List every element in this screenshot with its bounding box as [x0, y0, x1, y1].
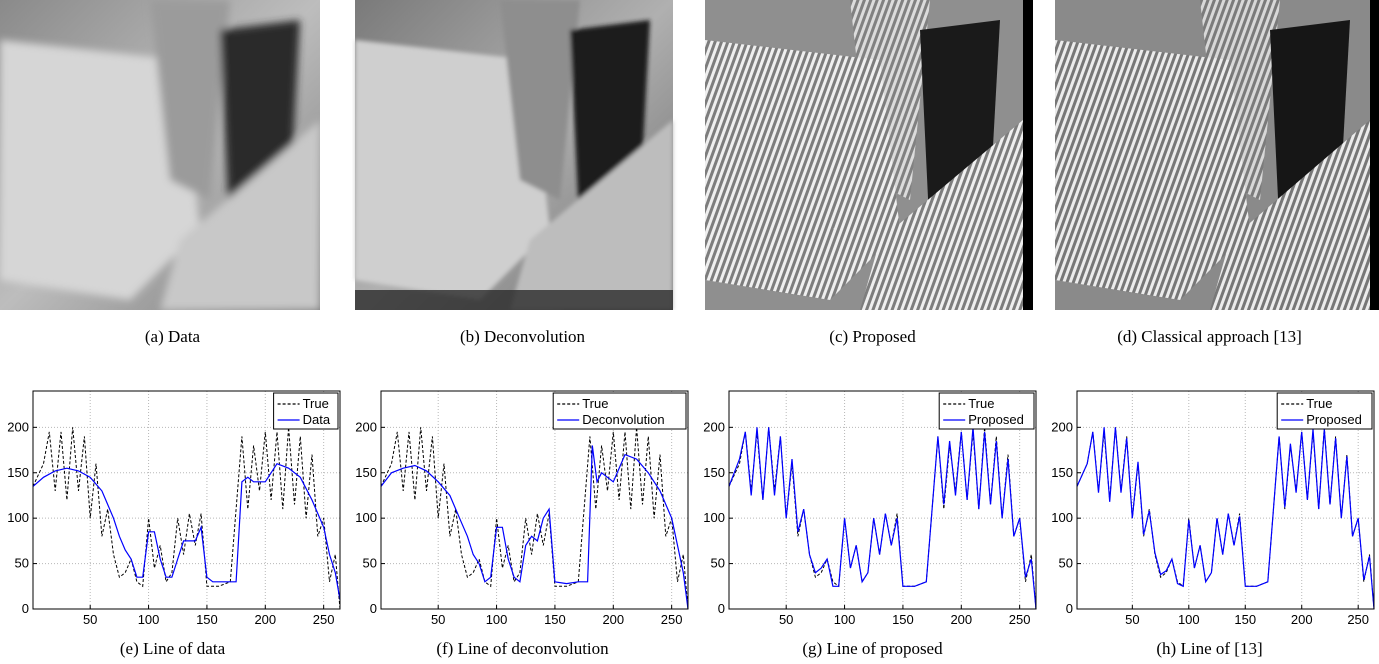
- y-tick-label: 50: [15, 556, 29, 571]
- x-tick-label: 200: [602, 612, 624, 627]
- caption-f: (f) Line of deconvolution: [436, 639, 609, 658]
- y-tick-label: 150: [355, 465, 377, 480]
- image-classical-approach: [1050, 0, 1379, 310]
- x-tick-label: 200: [254, 612, 276, 627]
- image-deconvolution: [350, 0, 695, 310]
- series-line-deconvolution: [380, 445, 689, 610]
- x-tick-label: 150: [196, 612, 218, 627]
- legend-box: [938, 392, 1035, 430]
- y-tick-label: 100: [7, 510, 29, 525]
- x-tick-label: 150: [892, 612, 914, 627]
- x-tick-label: 200: [1291, 612, 1313, 627]
- caption-c: (c) Proposed: [829, 327, 916, 346]
- caption-b: (b) Deconvolution: [459, 327, 586, 346]
- caption-e: (e) Line of data: [119, 639, 226, 658]
- y-tick-label: 100: [355, 510, 377, 525]
- x-tick-label: 100: [486, 612, 508, 627]
- x-tick-label: 50: [431, 612, 445, 627]
- series-line-proposed: [1076, 427, 1375, 610]
- y-tick-label: 100: [703, 510, 725, 525]
- y-tick-label: 200: [355, 419, 377, 434]
- caption-d: (d) Classical approach [13]: [1117, 327, 1302, 346]
- legend-label-true: True: [968, 396, 994, 411]
- y-tick-label: 50: [711, 556, 725, 571]
- x-tick-label: 50: [83, 612, 97, 627]
- x-tick-label: 100: [834, 612, 856, 627]
- legend-label-proposed: Proposed: [1306, 412, 1362, 427]
- series-line-proposed: [728, 427, 1037, 610]
- x-tick-label: 50: [1125, 612, 1139, 627]
- legend-label-deconvolution: Deconvolution: [582, 412, 664, 427]
- y-tick-label: 0: [718, 601, 725, 616]
- y-tick-label: 150: [703, 465, 725, 480]
- x-tick-label: 150: [1234, 612, 1256, 627]
- x-tick-label: 100: [1178, 612, 1200, 627]
- image-data: [0, 0, 345, 310]
- plot-line-of-13: 50 100 150 200 250 0 50 100 150 200 True Proposed: [1044, 385, 1379, 627]
- legend-label-data: Data: [303, 412, 331, 427]
- axes-frame: [380, 390, 689, 610]
- x-tick-label: 50: [779, 612, 793, 627]
- legend-label-true: True: [1306, 396, 1332, 411]
- x-tick-label: 100: [138, 612, 160, 627]
- plot-line-of-deconvolution: 50 100 150 200 250 0 50 100 150 200 True Deconvolut…: [348, 385, 693, 627]
- y-tick-label: 150: [1051, 465, 1073, 480]
- y-tick-label: 100: [1051, 510, 1073, 525]
- y-tick-label: 50: [1059, 556, 1073, 571]
- legend-box: [552, 392, 687, 430]
- y-tick-label: 200: [703, 419, 725, 434]
- x-tick-label: 250: [1009, 612, 1031, 627]
- x-tick-label: 250: [1347, 612, 1369, 627]
- caption-h: (h) Line of [13]: [1156, 639, 1263, 658]
- plot-line-of-proposed: 50 100 150 200 250 0 50 100 150 200 True Proposed: [696, 385, 1041, 627]
- legend-label-true: True: [303, 396, 329, 411]
- legend-box: [273, 392, 339, 430]
- x-tick-label: 150: [544, 612, 566, 627]
- y-tick-label: 150: [7, 465, 29, 480]
- y-tick-label: 200: [7, 419, 29, 434]
- axes-frame: [728, 390, 1037, 610]
- plot-line-of-data: 50 100 150 200 250 0 50 100 150 200 True Data: [0, 385, 345, 627]
- caption-g: (g) Line of proposed: [802, 639, 943, 658]
- legend-box: [1276, 392, 1373, 430]
- y-tick-label: 200: [1051, 419, 1073, 434]
- caption-a: (a) Data: [144, 327, 201, 346]
- image-proposed: [700, 0, 1045, 310]
- series-line-data: [32, 462, 341, 601]
- axes-frame: [1076, 390, 1375, 610]
- x-tick-label: 250: [661, 612, 683, 627]
- y-tick-label: 0: [22, 601, 29, 616]
- x-tick-label: 250: [313, 612, 335, 627]
- y-tick-label: 0: [1066, 601, 1073, 616]
- y-tick-label: 0: [370, 601, 377, 616]
- y-tick-label: 50: [363, 556, 377, 571]
- x-tick-label: 200: [950, 612, 972, 627]
- axes-frame: [32, 390, 341, 610]
- legend-label-true: True: [582, 396, 608, 411]
- legend-label-proposed: Proposed: [968, 412, 1024, 427]
